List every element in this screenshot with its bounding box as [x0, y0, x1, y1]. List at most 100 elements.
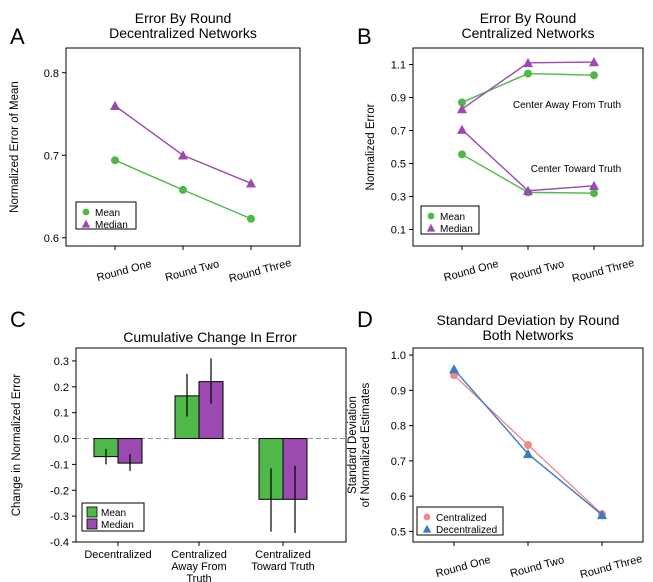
data-point: [179, 185, 187, 194]
legend-marker: [423, 513, 431, 521]
y-tick-label: 0.5: [391, 159, 406, 171]
legend-marker: [426, 223, 436, 232]
series-decentralized: [449, 364, 607, 520]
y-tick-label: 0.5: [391, 526, 406, 538]
legend-label: Median: [95, 220, 128, 231]
legend-marker: [427, 212, 435, 220]
y-tick-label: 0.6: [44, 233, 59, 245]
panel-letter: D: [357, 307, 373, 332]
y-tick-label: 0.8: [44, 68, 59, 80]
data-point: [523, 448, 533, 459]
y-axis-label: Standard Deviation: [347, 396, 359, 494]
legend-label: Centralized: [436, 513, 487, 524]
y-tick-label: 0.3: [391, 192, 406, 204]
y-axis-label: Normalized Error: [365, 103, 377, 190]
y-tick-label: 0.7: [391, 126, 406, 138]
y-tick-label: -0.2: [50, 485, 69, 497]
annotation-toward: Center Toward Truth: [531, 164, 621, 175]
data-point: [111, 156, 119, 165]
chart-title: Centralized Networks: [461, 25, 594, 41]
legend-marker: [422, 524, 432, 533]
legend-marker: [86, 518, 98, 530]
panel-c: C Cumulative Change In Error -0.4 -0.3 -0.2 -…: [10, 307, 347, 582]
data-point: [247, 214, 255, 223]
x-tick-label: Round Two: [164, 258, 221, 284]
y-axis-label: Change in Normalized Error: [11, 374, 23, 517]
x-tick-label: Decentralized: [84, 549, 151, 561]
y-tick-label: 0.8: [391, 421, 406, 433]
data-point: [589, 180, 599, 191]
legend-label: Decentralized: [436, 525, 497, 536]
legend-label: Mean: [95, 208, 120, 219]
x-tick-label: Round Three: [579, 553, 644, 581]
legend-box: [75, 201, 137, 230]
data-point: [590, 189, 598, 198]
y-tick-label: 0.1: [54, 408, 69, 420]
chart-title: Decentralized Networks: [109, 25, 257, 41]
y-tick-label: 0.1: [391, 225, 406, 237]
legend-marker: [81, 219, 91, 228]
legend-label: Mean: [440, 212, 465, 223]
data-point: [457, 124, 467, 134]
y-tick-label: 0.0: [54, 434, 69, 446]
annotation-away: Center Away From Truth: [513, 100, 621, 111]
series-median: [110, 100, 256, 188]
data-point: [523, 57, 533, 68]
y-tick-label: 0.9: [391, 385, 406, 397]
series-mean: [111, 156, 255, 223]
y-tick-label: 0.7: [391, 456, 406, 468]
series-line: [114, 105, 252, 184]
series-line: [461, 129, 595, 192]
data-point: [458, 150, 466, 159]
data-point: [178, 150, 188, 160]
x-tick-label: Centralized Away From Truth: [171, 549, 227, 582]
chart-title: Standard Deviation by Round: [437, 312, 620, 328]
chart-title: Cumulative Change In Error: [123, 329, 297, 345]
legend-label: Median: [440, 224, 473, 235]
data-point: [524, 69, 532, 78]
series-centralized: [450, 371, 606, 519]
y-axis-label: Normalized Error of Mean: [9, 81, 21, 213]
data-point: [597, 509, 607, 520]
data-point: [589, 57, 599, 67]
panel-letter: B: [357, 24, 372, 49]
y-tick-label: 0.6: [391, 491, 406, 503]
data-point: [110, 100, 120, 110]
x-tick-label: Round Two: [509, 554, 566, 580]
x-tick-label: Round Three: [228, 257, 293, 285]
data-point: [457, 104, 467, 114]
data-point: [590, 71, 598, 80]
x-tick-label: Centralized Toward Truth: [251, 549, 315, 573]
data-point: [458, 98, 466, 107]
y-tick-label: 0.9: [391, 93, 406, 105]
legend-marker: [86, 506, 98, 518]
legend-label: Median: [101, 520, 134, 531]
y-tick-label: -0.3: [50, 511, 69, 523]
plot-frame: [75, 347, 347, 543]
legend-marker: [82, 208, 90, 216]
data-point: [524, 441, 532, 449]
series-median-toward: [457, 124, 599, 195]
y-tick-label: 0.2: [54, 382, 69, 394]
x-tick-label: Round Three: [571, 257, 636, 285]
series-median-away: [457, 57, 599, 114]
data-point: [523, 185, 533, 195]
legend-label: Mean: [101, 508, 126, 519]
x-tick-label: Round One: [434, 554, 491, 580]
chart-title: Both Networks: [482, 327, 573, 343]
x-tick-label: Round One: [442, 258, 499, 284]
legend-box: [416, 506, 504, 536]
panel-letter: C: [10, 307, 26, 332]
y-tick-label: 1.0: [391, 350, 406, 362]
data-point: [449, 364, 459, 374]
series-line: [461, 72, 595, 104]
y-tick-label: -0.1: [50, 459, 69, 471]
y-tick-label: -0.4: [50, 537, 69, 549]
data-point: [246, 178, 256, 188]
chart-title: Error By Round: [480, 10, 576, 26]
chart-title: Error By Round: [135, 10, 231, 26]
